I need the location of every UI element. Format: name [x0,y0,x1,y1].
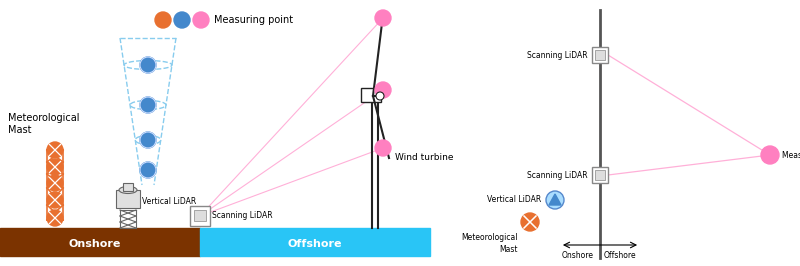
Text: Offshore: Offshore [604,251,637,260]
Text: Meteorological: Meteorological [462,234,518,243]
Bar [200,228,430,256]
Bar [592,47,608,63]
Circle shape [375,10,391,26]
Text: Vertical LiDAR: Vertical LiDAR [142,197,196,206]
Circle shape [193,12,209,28]
Text: Scanning LiDAR: Scanning LiDAR [527,171,588,180]
Text: Offshore: Offshore [288,239,342,249]
Circle shape [140,57,156,73]
Circle shape [376,92,384,100]
Ellipse shape [119,186,137,193]
Circle shape [47,159,63,175]
Circle shape [140,162,156,178]
Bar [595,170,605,180]
Bar [0,228,200,256]
Text: Wind turbine: Wind turbine [395,153,454,163]
Circle shape [546,191,564,209]
Bar [194,210,206,221]
Circle shape [140,97,156,113]
Text: Meteorological: Meteorological [8,113,79,123]
Text: Mast: Mast [8,125,31,135]
Circle shape [761,146,779,164]
Text: Scanning LiDAR: Scanning LiDAR [527,51,588,60]
Text: Mast: Mast [499,246,518,255]
Bar [190,206,210,226]
Text: Measuring point: Measuring point [782,151,800,160]
Circle shape [375,140,391,156]
Text: Onshore: Onshore [69,239,121,249]
Circle shape [47,175,63,191]
Text: Measuring point: Measuring point [214,15,293,25]
Bar [123,183,133,191]
Circle shape [375,82,391,98]
Circle shape [140,132,156,148]
Bar [595,50,605,60]
Circle shape [521,213,539,231]
Circle shape [47,142,63,158]
Text: Onshore: Onshore [562,251,594,260]
Circle shape [47,192,63,208]
Circle shape [155,12,171,28]
Text: Scanning LiDAR: Scanning LiDAR [212,210,273,219]
Bar [116,190,140,208]
Circle shape [174,12,190,28]
Bar [361,88,381,102]
Bar [592,167,608,183]
Circle shape [47,210,63,226]
Polygon shape [549,194,561,205]
Text: Vertical LiDAR: Vertical LiDAR [486,196,541,205]
